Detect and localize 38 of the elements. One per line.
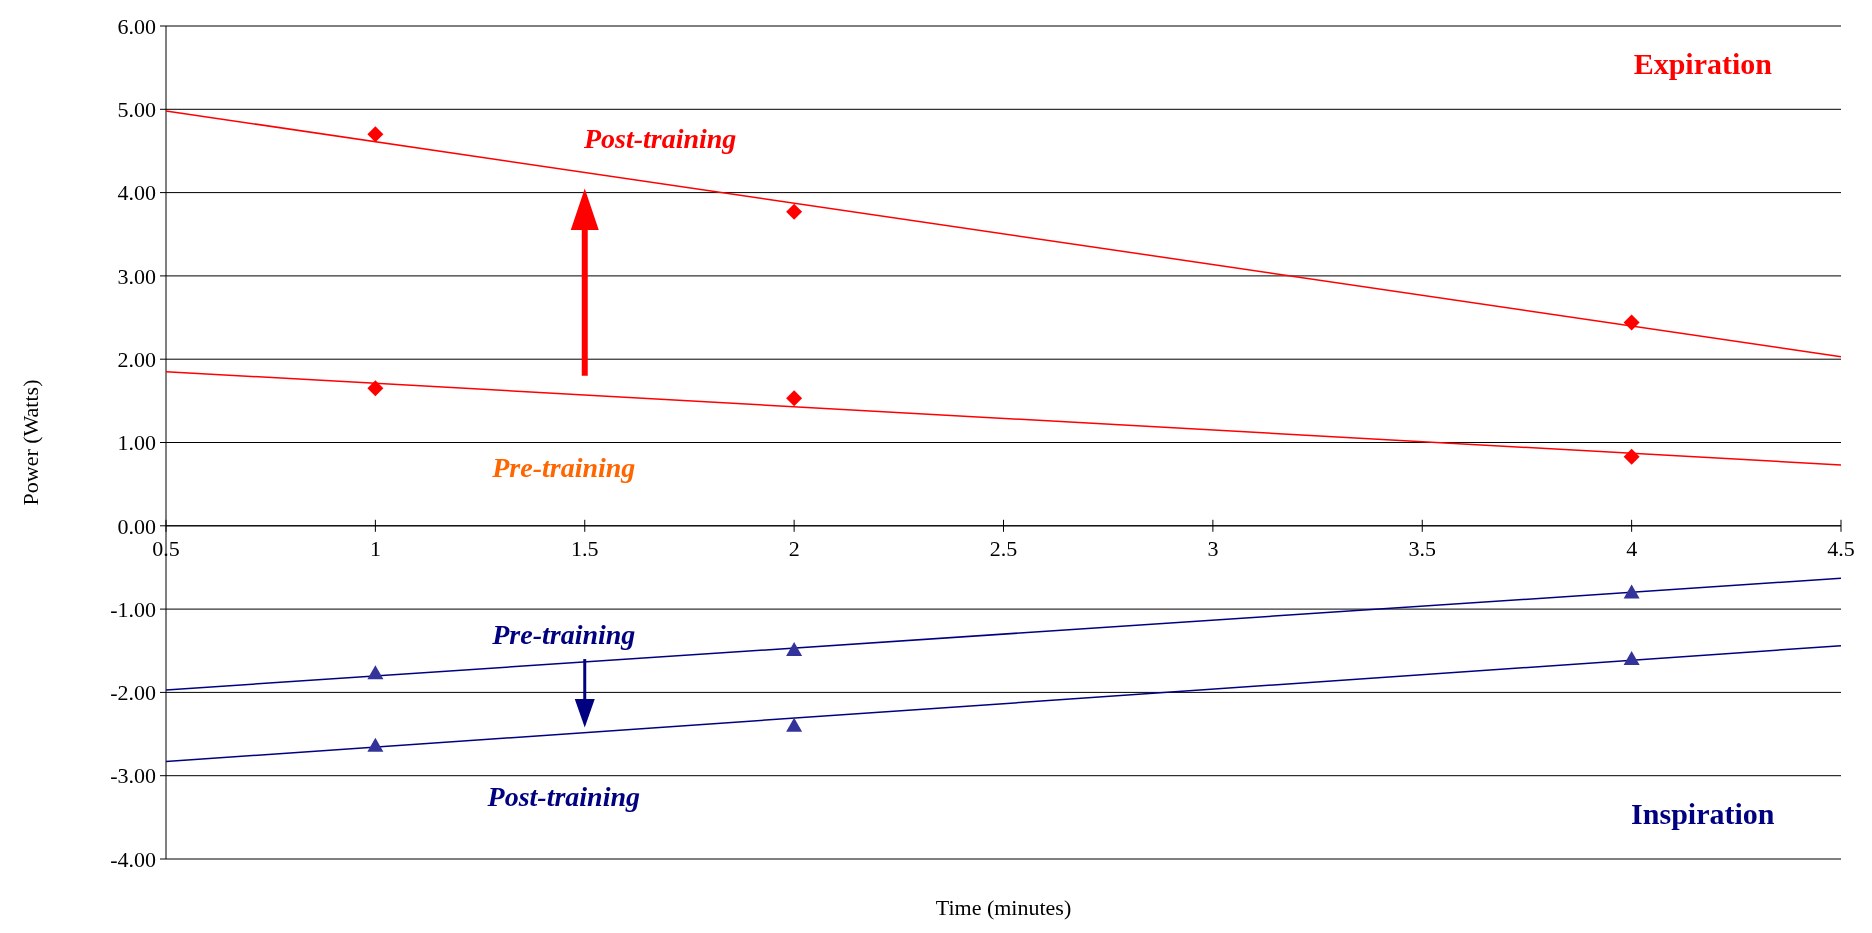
y-axis-title: Power (Watts) (18, 379, 43, 506)
point (1623, 584, 1640, 599)
point (367, 737, 384, 752)
y-tick-label: 6.00 (117, 13, 156, 39)
point (367, 665, 384, 680)
x-tick-label: 1 (369, 535, 381, 561)
annotation: Pre-training (491, 452, 636, 484)
y-tick-label: -2.00 (110, 680, 156, 706)
annotation: Expiration (1633, 46, 1773, 80)
y-tick-label: 5.00 (117, 97, 156, 122)
y-tick-label: -1.00 (110, 596, 156, 622)
y-tick-label: 2.00 (117, 346, 156, 372)
x-tick-label: 3 (1207, 535, 1219, 561)
point (786, 390, 803, 407)
x-tick-label: 3.5 (1408, 535, 1436, 561)
x-tick-label: 2 (788, 535, 800, 561)
y-tick-label: 3.00 (117, 263, 156, 289)
x-axis-title: Time (minutes) (935, 895, 1072, 920)
point (786, 203, 803, 220)
annotation: Inspiration (1631, 796, 1775, 830)
y-tick-label: -3.00 (110, 763, 156, 789)
y-tick-label: 1.00 (117, 430, 156, 456)
x-tick-label: 1.5 (571, 535, 599, 561)
point (786, 641, 803, 656)
annotation: Post-training (582, 123, 737, 155)
point (786, 717, 803, 732)
point (1623, 314, 1640, 331)
point (1623, 651, 1640, 666)
annotation: Pre-training (491, 618, 636, 650)
x-tick-label: 2.5 (989, 535, 1018, 561)
x-tick-label: 4.5 (1827, 535, 1855, 561)
point (1623, 448, 1640, 465)
y-tick-label: -4.00 (110, 846, 156, 872)
annotation: Post-training (486, 781, 641, 813)
point (367, 126, 384, 143)
y-tick-label: 4.00 (117, 180, 156, 206)
x-tick-label: 4 (1626, 535, 1638, 561)
point (367, 380, 384, 397)
